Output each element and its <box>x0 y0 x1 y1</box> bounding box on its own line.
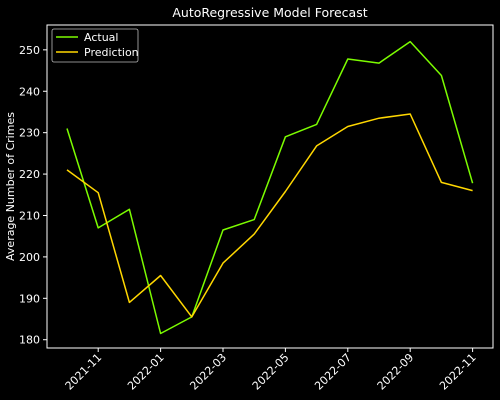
y-tick-label: 220 <box>19 168 40 181</box>
series-line-prediction <box>67 114 473 317</box>
x-tick-label: 2022-01 <box>125 351 167 393</box>
legend: Actual Prediction <box>52 29 139 62</box>
plot-frame <box>47 25 493 348</box>
x-tick-label: 2022-09 <box>375 351 417 393</box>
x-axis: 2021-11 2022-01 2022-03 2022-05 2022-07 2022-… <box>63 348 479 393</box>
y-tick-label: 240 <box>19 85 40 98</box>
legend-label-actual: Actual <box>84 31 118 44</box>
y-axis-label: Average Number of Crimes <box>4 112 17 261</box>
y-tick-label: 190 <box>19 292 40 305</box>
series-line-actual <box>67 42 473 334</box>
y-axis: 180 190 200 210 220 230 240 250 <box>19 44 47 347</box>
x-tick-label: 2022-03 <box>187 351 229 393</box>
chart-title: AutoRegressive Model Forecast <box>172 5 367 20</box>
x-tick-label: 2022-11 <box>437 351 479 393</box>
x-tick-label: 2021-11 <box>63 351 105 393</box>
y-tick-label: 200 <box>19 251 40 264</box>
y-tick-label: 210 <box>19 209 40 222</box>
y-tick-label: 250 <box>19 44 40 57</box>
x-tick-label: 2022-05 <box>250 351 292 393</box>
x-tick-label: 2022-07 <box>312 351 354 393</box>
y-tick-label: 230 <box>19 127 40 140</box>
y-tick-label: 180 <box>19 334 40 347</box>
legend-label-prediction: Prediction <box>84 46 139 59</box>
series-layer <box>67 42 473 334</box>
